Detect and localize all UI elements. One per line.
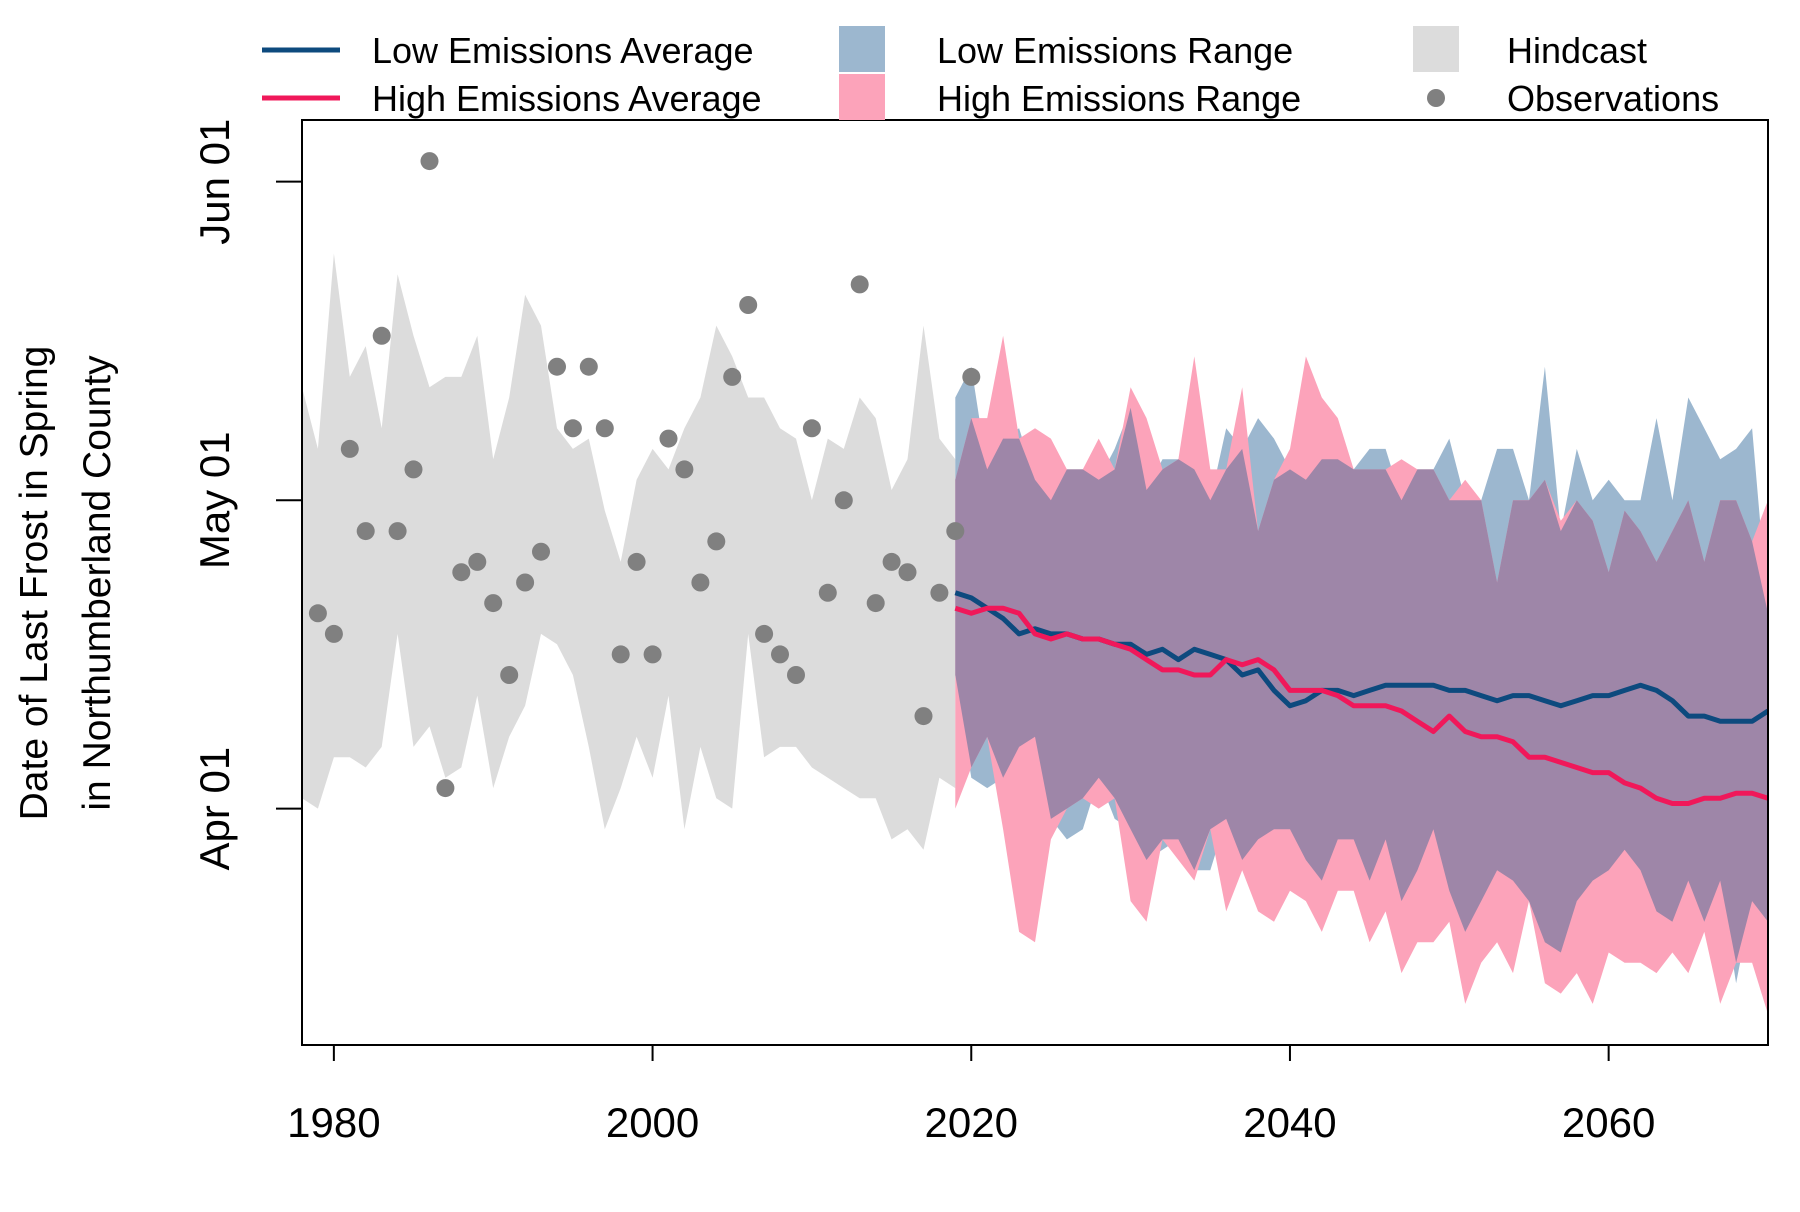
observation-point (484, 594, 503, 613)
x-tick-label: 2000 (606, 1099, 699, 1146)
observation-point (755, 624, 774, 643)
observation-point (818, 583, 837, 602)
x-tick-label: 2020 (925, 1099, 1018, 1146)
y-axis-title-line-2: in Northumberland County (76, 355, 119, 811)
observation-point (388, 522, 407, 541)
hindcast-band (302, 253, 956, 850)
plot-layers (302, 152, 1768, 1015)
observation-point (834, 491, 853, 510)
observation-point (898, 563, 917, 582)
observation-point (436, 779, 455, 798)
legend-label: Hindcast (1507, 30, 1647, 71)
high-emissions-average-line (954, 605, 1768, 806)
observation-point (739, 296, 758, 314)
range-overlap-band (955, 407, 1768, 963)
observation-point (420, 152, 439, 171)
observation-point (579, 357, 598, 376)
observation-point (532, 542, 550, 561)
legend-fill-swatch (1413, 26, 1459, 72)
legend-point-swatch (1427, 89, 1445, 107)
observation-point (659, 429, 678, 448)
observation-point (771, 645, 789, 664)
legend-label: Low Emissions Average (372, 30, 754, 71)
observation-point (882, 552, 901, 571)
legend-label: Low Emissions Range (937, 30, 1293, 71)
legend-item: Hindcast (1413, 26, 1647, 72)
observation-point (372, 326, 391, 345)
legend-label: High Emissions Average (372, 78, 762, 119)
legend-item: High Emissions Range (839, 74, 1301, 120)
y-axis-title-line-1: Date of Last Frost in Spring (13, 346, 56, 821)
legend-item: Low Emissions Average (262, 30, 754, 71)
x-tick-label: 2060 (1562, 1099, 1655, 1146)
observation-point (914, 707, 933, 726)
observation-point (946, 522, 965, 541)
observation-point (356, 522, 375, 541)
observation-point (404, 460, 423, 479)
legend-fill-swatch (839, 26, 885, 72)
observation-point (707, 532, 726, 551)
legend-fill-swatch (839, 74, 885, 120)
observation-point (627, 552, 646, 571)
observation-point (962, 367, 981, 386)
observation-point (452, 563, 471, 582)
y-axis-title: Date of Last Frost in Spring in Northumbe… (13, 346, 119, 821)
legend: Low Emissions Average High Emissions Aver… (262, 26, 1719, 120)
observation-point (643, 645, 662, 664)
x-tick-label: 2040 (1243, 1099, 1336, 1146)
observation-point (500, 666, 519, 684)
observation-point (930, 583, 949, 602)
observation-point (675, 460, 694, 479)
observation-point (595, 419, 614, 438)
observation-point (548, 357, 566, 376)
observation-point (723, 367, 742, 386)
y-tick-label: Apr 01 (191, 747, 238, 871)
observation-point (850, 275, 869, 294)
observation-point (787, 666, 805, 684)
y-tick-label: Jun 01 (191, 119, 238, 245)
y-tick-label: May 01 (191, 431, 238, 569)
observation-point (802, 419, 821, 438)
observation-point (468, 552, 487, 571)
legend-item: Low Emissions Range (839, 26, 1293, 72)
observation-point (563, 419, 582, 438)
observation-point (691, 573, 710, 592)
observation-point (308, 604, 327, 623)
observation-point (866, 594, 885, 613)
observation-point (611, 645, 630, 664)
y-axis: Apr 01 May 01 Jun 01 (191, 119, 302, 871)
observation-point (340, 439, 359, 458)
legend-item: High Emissions Average (262, 78, 762, 119)
x-tick-label: 1980 (287, 1099, 380, 1146)
observation-point (324, 624, 343, 643)
observation-point (516, 573, 535, 592)
legend-label: High Emissions Range (937, 78, 1301, 119)
x-axis: 1980 2000 2020 2040 2060 (287, 1045, 1655, 1146)
legend-label: Observations (1507, 78, 1719, 119)
plot-frame (301, 119, 1769, 1046)
legend-item: Observations (1427, 78, 1719, 119)
